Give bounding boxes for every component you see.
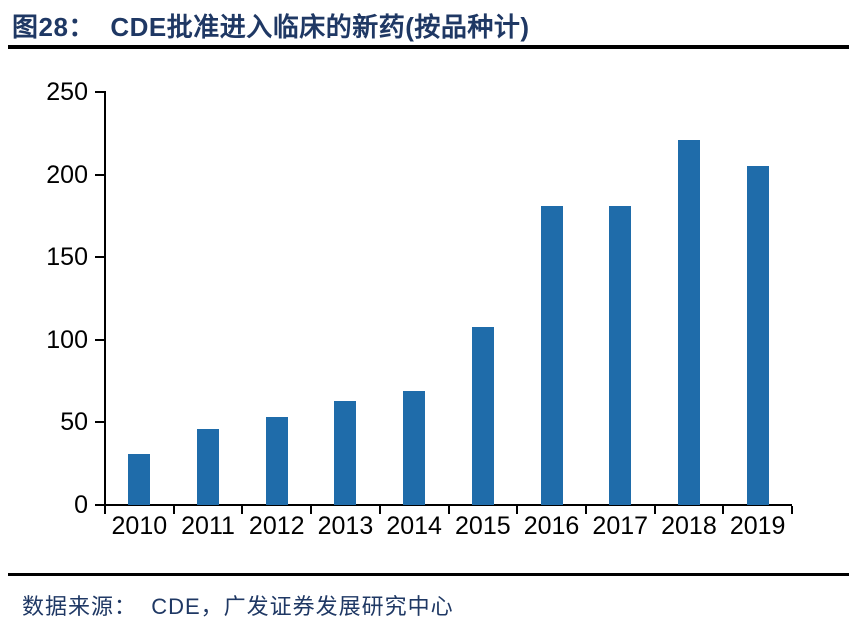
- x-axis-tick: [653, 506, 656, 514]
- bar: [197, 429, 220, 505]
- x-axis-tick: [791, 506, 793, 514]
- x-axis-tick: [584, 506, 587, 514]
- footer-divider: [8, 573, 849, 576]
- y-axis-tick: [95, 91, 104, 93]
- x-tick-label: 2019: [729, 512, 786, 540]
- y-axis-tick: [95, 338, 104, 341]
- x-tick-label: 2018: [661, 512, 717, 540]
- x-axis-tick: [104, 506, 106, 514]
- x-axis-tick: [310, 506, 313, 514]
- x-axis-tick: [241, 506, 244, 514]
- bar: [677, 139, 700, 505]
- y-tick-label: 0: [74, 491, 88, 519]
- figure-title: 图28： CDE批准进入临床的新药(按品种计): [12, 12, 530, 42]
- x-axis-tick: [378, 506, 381, 514]
- y-axis-tick: [95, 504, 104, 506]
- x-tick-label: 2010: [111, 512, 168, 540]
- bar: [403, 391, 426, 505]
- bar: [746, 166, 769, 505]
- bar: [334, 400, 357, 505]
- x-axis-line: [104, 504, 792, 506]
- x-tick-label: 2011: [181, 512, 235, 540]
- y-axis-tick: [95, 256, 104, 259]
- data-source: 数据来源： CDE，广发证券发展研究中心: [22, 594, 454, 619]
- bar: [471, 326, 494, 505]
- x-axis-tick: [447, 506, 450, 514]
- y-axis-tick: [95, 173, 104, 176]
- x-tick-label: 2014: [386, 512, 442, 540]
- y-tick-label: 100: [46, 325, 88, 354]
- bar: [265, 417, 288, 505]
- x-axis-tick: [516, 506, 519, 514]
- bar: [128, 453, 151, 505]
- x-tick-label: 2012: [248, 512, 305, 540]
- y-tick-label: 150: [46, 243, 88, 272]
- title-underline: [8, 45, 849, 49]
- y-tick-label: 50: [60, 408, 88, 437]
- y-tick-label: 200: [46, 160, 88, 189]
- x-axis-tick: [722, 506, 725, 514]
- y-axis-line: [104, 91, 106, 514]
- x-tick-label: 2015: [455, 512, 511, 540]
- x-tick-label: 2017: [592, 512, 649, 540]
- y-axis-tick: [95, 421, 104, 424]
- x-axis-tick: [172, 506, 175, 514]
- bar: [540, 205, 563, 505]
- x-tick-label: 2016: [523, 512, 580, 540]
- y-tick-label: 250: [46, 78, 88, 106]
- x-tick-label: 2013: [317, 512, 374, 540]
- bar: [609, 205, 632, 505]
